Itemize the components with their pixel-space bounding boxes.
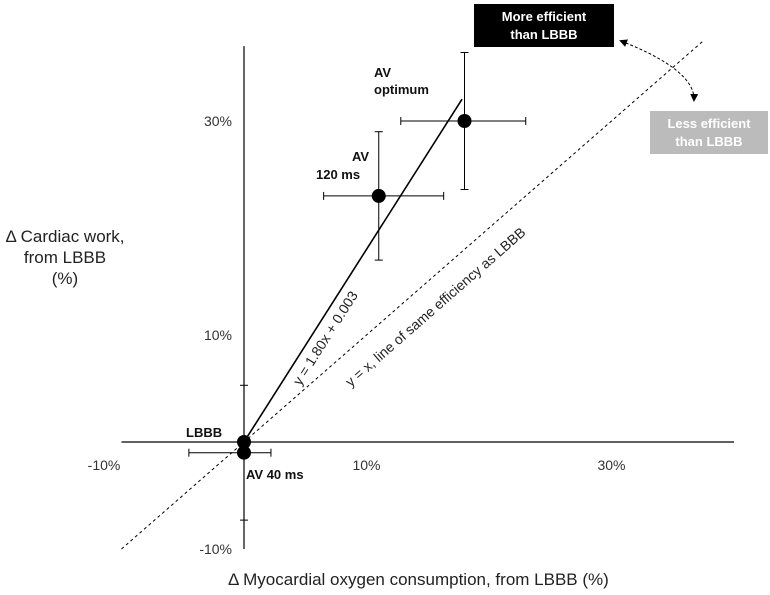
point-label-av120-line-1: AV <box>352 149 369 164</box>
x-tick-label: -10% <box>88 457 121 473</box>
more-efficient-label-line-1: More efficient <box>502 9 587 24</box>
data-point <box>237 445 251 460</box>
y-axis-title-line-1: Δ Cardiac work, <box>5 227 124 246</box>
more-efficient-label-line-2: than LBBB <box>510 27 577 42</box>
x-axis-title: Δ Myocardial oxygen consumption, from LB… <box>228 570 609 589</box>
y-tick-label: 10% <box>204 327 232 343</box>
efficiency-arrow <box>619 39 699 102</box>
point-label-avopt-line-2: optimum <box>374 82 429 97</box>
data-point <box>457 114 472 128</box>
x-tick-label: 30% <box>597 457 625 473</box>
identity-line-label: y = x, line of same efficiency as LBBB <box>342 224 528 390</box>
point-label-lbbb: LBBB <box>186 425 222 440</box>
point-label-av40: AV 40 ms <box>246 467 304 482</box>
more-efficient-box <box>474 4 614 47</box>
y-tick-label: -10% <box>199 541 232 557</box>
point-label-avopt-line-1: AV <box>374 65 391 80</box>
y-tick-label: 30% <box>204 113 232 129</box>
y-axis-title-line-2: from LBBB <box>24 248 106 267</box>
data-point <box>237 435 251 449</box>
identity-line <box>121 40 704 550</box>
y-axis-title-line-3: (%) <box>52 269 78 288</box>
fit-line <box>243 98 463 443</box>
less-efficient-box <box>650 111 768 154</box>
x-tick-label: 10% <box>352 457 380 473</box>
data-points <box>237 114 472 460</box>
data-point <box>371 188 386 203</box>
point-label-av120-line-2: 120 ms <box>316 167 360 182</box>
less-efficient-label-line-1: Less efficient <box>667 116 751 131</box>
less-efficient-label-line-2: than LBBB <box>675 134 742 149</box>
